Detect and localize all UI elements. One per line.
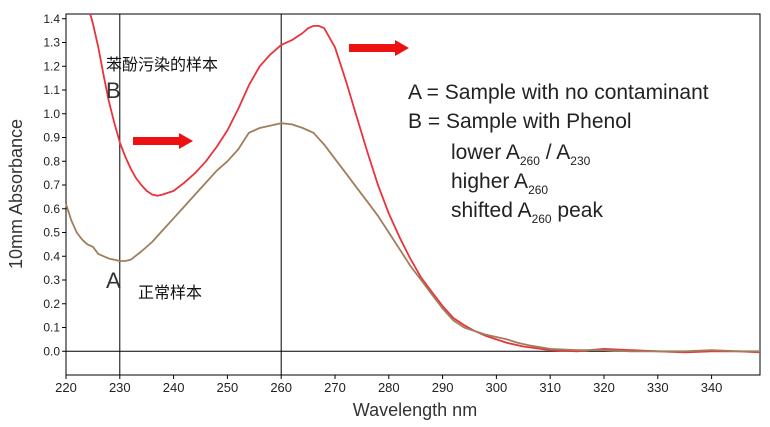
red-arrow-right (349, 40, 409, 56)
y-tick-label: 0.4 (43, 249, 60, 263)
x-tick-label: 320 (593, 380, 615, 395)
legend-lower-main: lower A (451, 141, 520, 164)
y-tick-label: 1.3 (43, 36, 60, 50)
legend-higher-main: higher A (451, 170, 528, 193)
x-axis-ticks: 220 230 240 250 260 270 280 290 300 310 320 330 340 (55, 375, 722, 395)
legend-lower-sub2: 230 (570, 154, 590, 168)
y-tick-label: 0.8 (43, 154, 60, 168)
legend-line-a: A = Sample with no contaminant (408, 81, 709, 104)
series-layer (65, 13, 761, 354)
x-tick-label: 330 (647, 380, 669, 395)
legend-lower-mid: / A (540, 141, 570, 164)
legend-higher-sub: 260 (528, 183, 548, 197)
x-tick-label: 340 (701, 380, 723, 395)
x-tick-label: 240 (163, 380, 185, 395)
y-axis-ticks: 0.0 0.1 0.2 0.3 0.4 0.5 0.6 0.7 0.8 0.9 1.0 1.1 1.2 1… (43, 12, 66, 358)
legend-shifted-sub: 260 (532, 212, 552, 226)
x-tick-label: 230 (109, 380, 131, 395)
legend-shifted-end: peak (552, 199, 604, 222)
x-tick-label: 260 (270, 380, 292, 395)
x-tick-label: 300 (486, 380, 508, 395)
y-tick-label: 1.2 (43, 59, 60, 73)
normal-sample-label-cn: 正常样本 (138, 284, 202, 302)
x-tick-label: 280 (378, 380, 400, 395)
y-tick-label: 0.9 (43, 131, 60, 145)
series-line-b (89, 13, 761, 354)
y-tick-label: 0.7 (43, 178, 60, 192)
phenol-sample-label-cn: 苯酚污染的样本 (106, 56, 218, 74)
y-tick-label: 0.0 (43, 344, 60, 358)
y-tick-label: 1.0 (43, 107, 60, 121)
y-tick-label: 0.6 (43, 202, 60, 216)
y-tick-label: 1.4 (43, 12, 60, 26)
y-tick-label: 0.1 (43, 321, 60, 335)
x-tick-label: 290 (432, 380, 454, 395)
y-tick-label: 0.2 (43, 297, 60, 311)
x-tick-label: 220 (55, 380, 77, 395)
legend-line-shifted: shifted A260 peak (451, 199, 603, 226)
legend-line-higher: higher A260 (451, 170, 548, 197)
y-tick-label: 0.3 (43, 273, 60, 287)
reference-lines (119, 14, 282, 375)
series-line-a (65, 122, 760, 353)
legend-shifted-main: shifted A (451, 199, 532, 222)
series-a-label: A (106, 268, 121, 293)
y-tick-label: 0.5 (43, 226, 60, 240)
x-tick-label: 270 (324, 380, 346, 395)
y-axis-title: 10mm Absorbance (6, 119, 26, 269)
legend-line-b: B = Sample with Phenol (408, 110, 632, 133)
x-tick-label: 250 (217, 380, 239, 395)
red-arrow-left (133, 133, 193, 149)
legend-line-lower: lower A260 / A230 (451, 141, 591, 168)
series-b-label: B (106, 78, 121, 103)
plot-frame (65, 13, 761, 376)
y-tick-label: 1.1 (43, 83, 60, 97)
x-tick-label: 310 (539, 380, 561, 395)
legend-lower-sub1: 260 (520, 154, 540, 168)
x-axis-title: Wavelength nm (353, 400, 477, 420)
